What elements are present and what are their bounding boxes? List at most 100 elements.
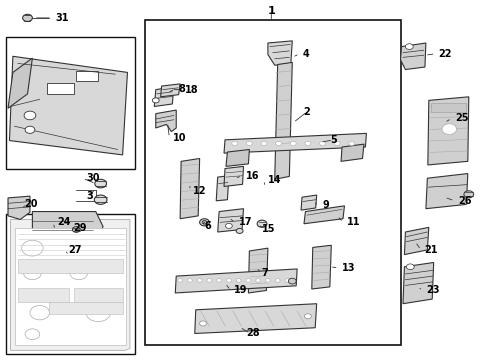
Text: 6: 6 — [204, 221, 211, 231]
Circle shape — [463, 191, 473, 198]
Bar — [32, 252, 115, 258]
Circle shape — [275, 279, 280, 282]
Circle shape — [30, 306, 49, 320]
Circle shape — [199, 219, 209, 226]
Circle shape — [187, 279, 192, 282]
Polygon shape — [8, 58, 32, 108]
Text: 29: 29 — [73, 224, 86, 233]
Circle shape — [236, 279, 241, 282]
Circle shape — [275, 141, 281, 145]
Text: 16: 16 — [245, 171, 259, 181]
Polygon shape — [10, 220, 130, 350]
Polygon shape — [180, 158, 199, 219]
Text: 5: 5 — [329, 135, 336, 145]
Polygon shape — [32, 212, 103, 244]
Polygon shape — [156, 110, 176, 132]
Bar — [15, 228, 126, 345]
Circle shape — [348, 141, 354, 145]
Text: 1: 1 — [267, 6, 275, 16]
Circle shape — [197, 279, 202, 282]
Polygon shape — [160, 84, 180, 97]
Bar — [18, 288, 69, 302]
Text: 3: 3 — [86, 191, 93, 201]
Circle shape — [290, 141, 296, 145]
Polygon shape — [8, 196, 30, 220]
Bar — [430, 103, 466, 112]
Circle shape — [70, 267, 87, 280]
Bar — [47, 83, 74, 94]
Circle shape — [257, 220, 266, 227]
Circle shape — [319, 141, 325, 145]
Text: 24: 24 — [57, 217, 70, 227]
Polygon shape — [274, 62, 292, 179]
Polygon shape — [340, 144, 363, 161]
Circle shape — [406, 264, 413, 270]
Circle shape — [405, 44, 412, 49]
Circle shape — [202, 221, 206, 224]
Bar — [5, 37, 135, 169]
Circle shape — [86, 304, 110, 321]
Bar — [74, 288, 122, 302]
Circle shape — [265, 279, 270, 282]
Polygon shape — [224, 166, 243, 186]
Circle shape — [25, 126, 35, 134]
Circle shape — [305, 141, 310, 145]
Circle shape — [94, 195, 107, 204]
Polygon shape — [217, 209, 243, 232]
Polygon shape — [427, 97, 468, 165]
Circle shape — [226, 279, 231, 282]
Circle shape — [288, 278, 296, 284]
Text: 14: 14 — [267, 175, 281, 185]
Circle shape — [22, 14, 32, 22]
Bar — [5, 214, 135, 354]
Circle shape — [231, 141, 237, 145]
Polygon shape — [267, 41, 292, 65]
Text: 11: 11 — [346, 217, 360, 227]
Text: 25: 25 — [454, 113, 468, 123]
Text: 12: 12 — [193, 186, 206, 196]
Polygon shape — [225, 149, 249, 166]
Circle shape — [255, 279, 260, 282]
Text: 15: 15 — [262, 224, 275, 234]
Polygon shape — [175, 269, 297, 293]
Circle shape — [225, 224, 232, 228]
Text: 23: 23 — [425, 285, 439, 296]
Circle shape — [206, 279, 211, 282]
Circle shape — [245, 279, 250, 282]
Text: 7: 7 — [261, 268, 268, 278]
Text: 22: 22 — [438, 49, 451, 59]
Circle shape — [441, 124, 456, 134]
Text: 10: 10 — [172, 133, 186, 143]
Circle shape — [23, 267, 41, 280]
Text: 28: 28 — [246, 328, 260, 338]
Polygon shape — [216, 176, 228, 201]
Text: 30: 30 — [86, 173, 100, 183]
Polygon shape — [224, 134, 366, 153]
Circle shape — [285, 279, 289, 282]
Text: 17: 17 — [238, 217, 252, 227]
Text: 21: 21 — [423, 245, 437, 255]
Text: 9: 9 — [322, 200, 328, 210]
Text: 27: 27 — [68, 245, 81, 255]
Circle shape — [333, 141, 339, 145]
Text: 13: 13 — [341, 263, 355, 273]
Circle shape — [216, 279, 221, 282]
Polygon shape — [304, 206, 344, 224]
Polygon shape — [248, 248, 267, 293]
Polygon shape — [402, 262, 433, 304]
Circle shape — [152, 98, 159, 103]
Text: 20: 20 — [24, 199, 38, 210]
Circle shape — [72, 226, 80, 232]
Text: 18: 18 — [184, 85, 198, 95]
Text: 4: 4 — [303, 49, 309, 59]
Circle shape — [236, 228, 243, 233]
Circle shape — [24, 111, 36, 120]
Polygon shape — [400, 43, 425, 69]
Bar — [18, 259, 122, 273]
Circle shape — [25, 329, 40, 339]
Text: 19: 19 — [233, 285, 247, 296]
Text: 31: 31 — [55, 13, 69, 23]
Circle shape — [21, 240, 43, 256]
Polygon shape — [425, 174, 467, 209]
Polygon shape — [301, 195, 316, 210]
